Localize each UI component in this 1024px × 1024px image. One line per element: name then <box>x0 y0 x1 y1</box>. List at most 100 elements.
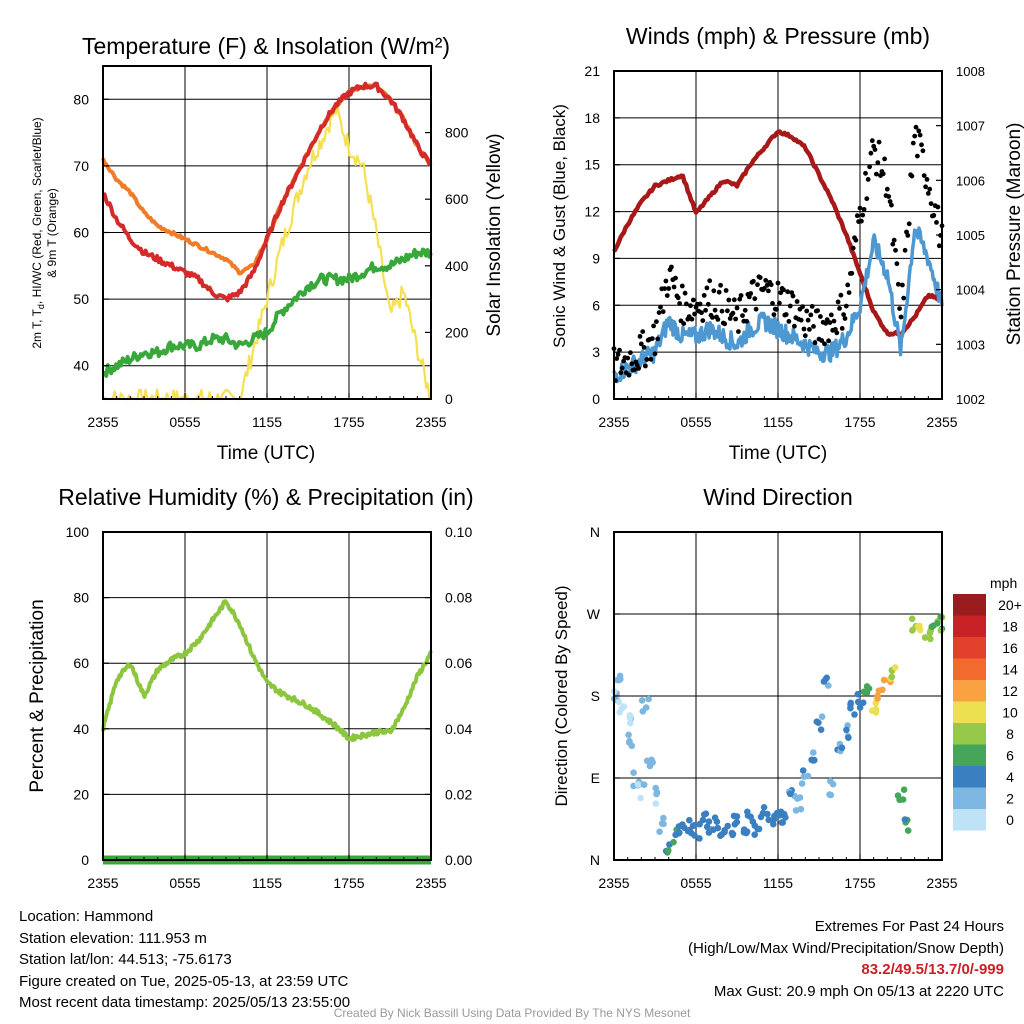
y-tick-label: 60 <box>73 225 89 241</box>
gust-point <box>910 140 916 146</box>
x-tick-label: 0555 <box>169 875 200 891</box>
y-tick-label: 6 <box>592 297 600 313</box>
gust-point <box>857 205 863 211</box>
x-tick-label: 0555 <box>680 875 711 891</box>
speed-legend-swatch <box>953 658 986 680</box>
gust-point <box>882 156 887 162</box>
gust-point <box>891 237 897 243</box>
gust-point <box>733 316 738 322</box>
direction-point <box>854 698 862 706</box>
gust-point <box>671 284 677 290</box>
gust-point <box>641 345 647 350</box>
gust-point <box>628 350 633 356</box>
gust-point <box>775 280 781 286</box>
x-tick-label: 1155 <box>763 875 793 891</box>
direction-point <box>620 703 628 710</box>
station-location: Location: Hammond <box>19 908 154 925</box>
gust-point <box>935 204 941 210</box>
gust-point <box>928 201 934 207</box>
gust-point <box>869 138 875 144</box>
gust-point <box>841 312 846 317</box>
gust-point <box>753 306 759 312</box>
direction-ticks: 2355 0555 1155 1755 2355 N E S W N <box>587 524 958 891</box>
direction-point <box>875 687 883 694</box>
gust-point <box>751 278 756 284</box>
x-tick-label: 2355 <box>87 875 118 891</box>
gust-point <box>632 367 637 373</box>
direction-point <box>634 781 642 788</box>
gust-point <box>715 317 721 322</box>
direction-point <box>724 822 731 830</box>
gust-point <box>865 177 871 182</box>
winds-grid <box>614 71 942 399</box>
gust-point <box>785 289 790 295</box>
direction-point <box>645 695 652 703</box>
direction-point <box>799 767 807 774</box>
temperature-ylabel-line1: 2m T, Td, HI/WC (Red, Green, Scarlet/Blu… <box>30 117 46 348</box>
direction-point <box>740 826 748 833</box>
y2-tick-label: 0.00 <box>445 852 472 868</box>
gust-point <box>629 361 635 367</box>
gust-point <box>823 320 829 326</box>
insolation-line <box>102 105 431 401</box>
direction-point <box>652 784 659 792</box>
direction-point <box>731 821 739 828</box>
gust-point <box>826 338 831 344</box>
direction-point <box>891 664 899 671</box>
gust-point <box>656 310 662 315</box>
y-tick-label: N <box>590 852 600 868</box>
y2-tick-label: 1008 <box>956 64 985 79</box>
gust-point <box>705 301 711 307</box>
direction-point <box>778 819 786 826</box>
gust-point <box>742 307 748 313</box>
gust-point <box>644 357 650 362</box>
temperature-y2label: Solar Insolation (Yellow) <box>484 133 505 336</box>
x-tick-label: 2355 <box>926 414 957 430</box>
gust-point <box>677 301 682 306</box>
gust-point <box>827 320 833 325</box>
gust-point <box>842 316 848 321</box>
direction-point <box>817 726 825 733</box>
gust-point <box>811 324 816 329</box>
direction-point <box>859 699 867 706</box>
direction-point <box>845 734 852 741</box>
direction-point <box>676 829 683 836</box>
gust-point <box>798 317 804 323</box>
gust-point <box>901 295 907 301</box>
gust-point <box>658 304 663 310</box>
gust-point <box>663 278 669 284</box>
speed-legend-label: 10 <box>1002 705 1018 721</box>
gust-point <box>897 306 902 311</box>
gust-point <box>804 308 810 314</box>
gust-point <box>771 312 777 317</box>
speed-legend-title: mph <box>990 575 1017 591</box>
speed-legend-label: 14 <box>1002 662 1018 678</box>
gust-point <box>719 308 725 314</box>
direction-point <box>638 697 646 704</box>
gust-point <box>890 241 896 247</box>
gust-point <box>726 297 732 303</box>
y-tick-label: 40 <box>73 721 89 737</box>
gust-point <box>651 323 656 329</box>
direction-point <box>705 818 713 825</box>
y2-tick-label: 600 <box>445 191 469 207</box>
gust-point <box>783 312 789 317</box>
gust-point <box>860 212 866 218</box>
direction-point <box>901 816 909 823</box>
speed-legend-label: 16 <box>1002 640 1018 656</box>
gust-point <box>889 202 894 208</box>
most-recent-data: Most recent data timestamp: 2025/05/13 2… <box>19 994 351 1011</box>
direction-point <box>640 781 648 788</box>
gust-point <box>736 329 741 334</box>
direction-point <box>660 814 667 822</box>
y-tick-label: W <box>587 606 601 622</box>
gust-point <box>731 297 737 303</box>
direction-point <box>615 698 623 706</box>
extremes-info: Extremes For Past 24 Hours (High/Low/Max… <box>688 916 1004 1002</box>
gust-point <box>730 310 736 316</box>
direction-point <box>813 718 821 725</box>
gust-point <box>637 334 643 339</box>
gust-point <box>913 124 919 130</box>
gust-point <box>740 313 745 318</box>
gust-point <box>850 245 856 251</box>
